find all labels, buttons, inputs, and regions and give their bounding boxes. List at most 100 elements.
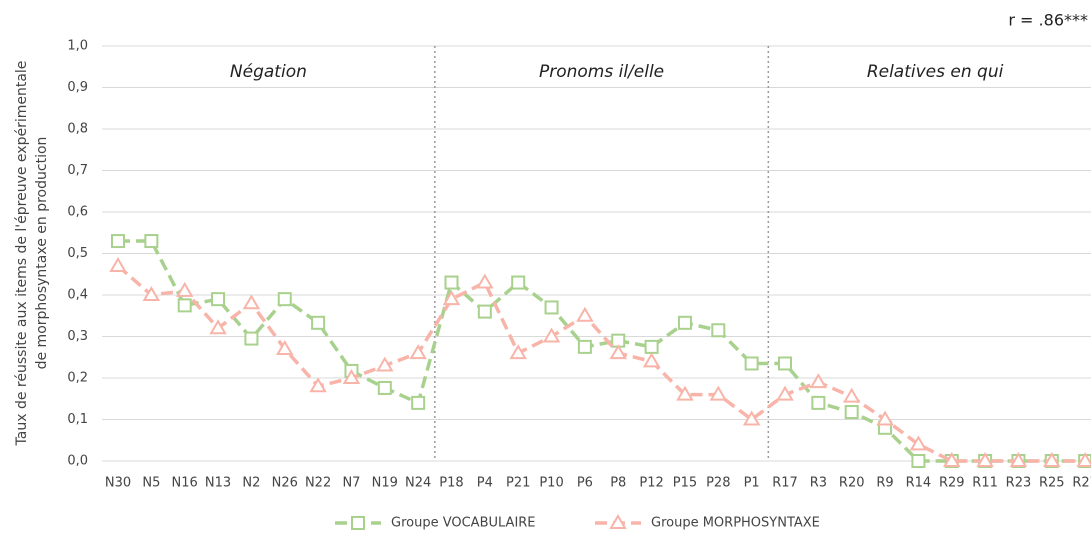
marker xyxy=(644,339,659,354)
marker xyxy=(409,344,427,360)
x-tick-label: P12 xyxy=(639,476,663,491)
marker xyxy=(509,344,527,360)
y-tick-label: 0,1 xyxy=(67,412,88,427)
marker xyxy=(1043,452,1061,467)
x-tick-label: P4 xyxy=(477,476,493,491)
y-axis-label: de morphosyntaxe en production xyxy=(34,137,50,370)
marker xyxy=(676,385,694,401)
marker xyxy=(842,387,861,403)
y-tick-label: 0,3 xyxy=(67,329,88,344)
marker xyxy=(642,352,661,368)
x-tick-label: N16 xyxy=(172,476,198,491)
y-tick-label: 0,8 xyxy=(67,122,88,137)
marker xyxy=(476,273,494,289)
marker xyxy=(276,339,294,355)
x-tick-label: R17 xyxy=(772,476,798,491)
section-label: Relatives en qui xyxy=(867,62,1004,82)
y-tick-label: 0,6 xyxy=(67,205,88,220)
x-tick-label: N13 xyxy=(205,476,231,491)
marker xyxy=(844,405,859,420)
marker xyxy=(411,395,426,410)
marker xyxy=(576,306,594,322)
marker xyxy=(976,452,994,467)
x-tick-label: P6 xyxy=(577,476,593,491)
marker xyxy=(144,234,159,249)
marker xyxy=(577,339,592,354)
marker xyxy=(209,319,227,335)
x-tick-label: R9 xyxy=(876,476,893,491)
x-tick-label: P18 xyxy=(439,476,463,491)
marker xyxy=(1009,452,1028,467)
y-tick-label: 0,5 xyxy=(67,246,88,261)
marker xyxy=(511,275,526,290)
marker xyxy=(444,275,459,290)
x-tick-label: N24 xyxy=(405,476,431,491)
marker xyxy=(809,373,828,389)
marker xyxy=(542,327,561,343)
x-tick-label: R25 xyxy=(1039,476,1065,491)
marker xyxy=(1076,452,1091,467)
marker xyxy=(909,435,928,451)
marker xyxy=(742,410,761,426)
x-tick-label: R27 xyxy=(1072,476,1091,491)
y-tick-label: 0,2 xyxy=(67,371,88,386)
marker xyxy=(309,377,327,393)
marker xyxy=(677,315,692,330)
marker xyxy=(943,452,961,467)
x-tick-label: N26 xyxy=(272,476,298,491)
marker xyxy=(477,304,492,319)
marker xyxy=(709,385,728,401)
x-tick-label: N5 xyxy=(142,476,160,491)
x-tick-label: N2 xyxy=(242,476,260,491)
y-tick-label: 0,7 xyxy=(67,163,88,178)
marker xyxy=(711,323,726,338)
x-tick-label: R11 xyxy=(972,476,998,491)
x-tick-label: P10 xyxy=(539,476,563,491)
marker xyxy=(376,356,394,372)
y-tick-label: 0,0 xyxy=(67,454,88,469)
marker xyxy=(544,300,559,315)
x-tick-label: R23 xyxy=(1006,476,1032,491)
marker xyxy=(911,454,926,468)
section-label: Pronoms il/elle xyxy=(539,62,664,82)
marker xyxy=(744,356,759,371)
marker xyxy=(776,385,794,401)
x-tick-label: N22 xyxy=(305,476,331,491)
marker xyxy=(609,514,627,529)
legend-label: Groupe VOCABULAIRE xyxy=(391,516,536,531)
marker xyxy=(142,286,161,301)
marker xyxy=(311,315,326,330)
annotation: r = .86*** xyxy=(1008,11,1088,30)
x-tick-label: P15 xyxy=(673,476,697,491)
marker xyxy=(109,256,127,272)
section-label: Négation xyxy=(230,62,307,82)
marker xyxy=(244,331,259,346)
y-tick-label: 0,9 xyxy=(67,80,88,95)
x-tick-label: P8 xyxy=(610,476,626,491)
y-axis-label: Taux de réussite aux items de l'épreuve … xyxy=(14,61,30,447)
x-tick-label: N7 xyxy=(342,476,360,491)
x-tick-label: P21 xyxy=(506,476,530,491)
y-tick-label: 1,0 xyxy=(67,39,88,54)
y-tick-label: 0,4 xyxy=(67,288,88,303)
marker xyxy=(177,298,192,313)
marker xyxy=(111,234,125,249)
marker xyxy=(342,369,361,384)
marker xyxy=(351,516,365,530)
x-tick-label: N30 xyxy=(105,476,131,491)
x-tick-label: P28 xyxy=(706,476,730,491)
marker xyxy=(442,290,461,306)
marker xyxy=(377,380,392,395)
x-tick-label: R20 xyxy=(839,476,865,491)
marker xyxy=(242,294,261,310)
marker xyxy=(211,292,226,307)
marker xyxy=(277,292,292,307)
legend-label: Groupe MORPHOSYNTAXE xyxy=(651,516,820,531)
marker xyxy=(778,356,792,371)
series-line xyxy=(118,239,1086,463)
x-tick-label: R3 xyxy=(810,476,827,491)
x-tick-label: R14 xyxy=(906,476,932,491)
marker xyxy=(609,344,627,360)
